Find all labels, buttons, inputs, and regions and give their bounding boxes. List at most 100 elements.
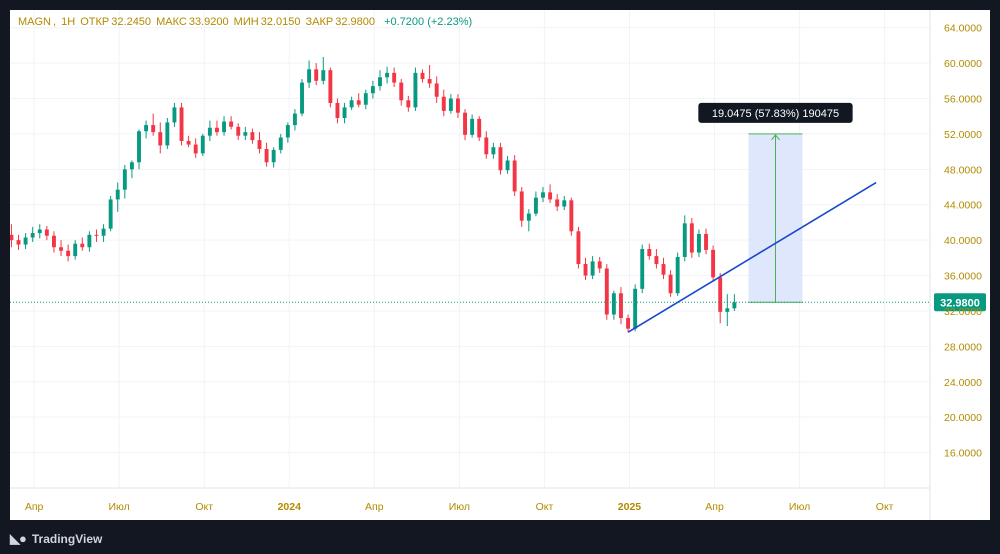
candle-body <box>207 127 212 136</box>
last-price-label: 32.9800 <box>940 297 980 309</box>
candle-body <box>222 121 227 133</box>
candle-body <box>193 144 198 154</box>
candle-body <box>122 169 127 190</box>
candle-body <box>158 132 163 146</box>
candle-body <box>675 256 680 294</box>
y-tick-label: 56.0000 <box>944 94 982 106</box>
legend-high: 33.9200 <box>188 16 229 28</box>
measure-tool[interactable]: 19.0475 (57.83%) 190475 <box>698 102 853 303</box>
candle <box>611 290 616 320</box>
y-tick-label: 24.0000 <box>944 377 982 389</box>
candle-body <box>250 132 255 141</box>
candle-body <box>434 83 439 97</box>
legend-interval: 1H <box>61 16 76 28</box>
candle-body <box>597 261 602 269</box>
candle <box>718 272 723 324</box>
candle <box>626 314 631 333</box>
price-axis[interactable]: 16.0000 20.0000 24.0000 28.0000 32.0000 36.00… <box>929 10 982 520</box>
candle <box>37 224 42 239</box>
chart-frame: 19.0475 (57.83%) 190475 32.9800 16.0000 2… <box>10 10 990 520</box>
candle <box>434 76 439 103</box>
legend-open-label: ОТКР <box>80 16 110 28</box>
y-tick-label: 36.0000 <box>944 271 982 283</box>
candle-body <box>576 231 581 265</box>
x-tick-label: Июл <box>789 501 810 513</box>
candle-body <box>165 122 170 146</box>
brand-name[interactable]: TradingView <box>31 532 103 546</box>
candle-body <box>335 102 340 118</box>
candle-body <box>512 160 517 192</box>
candle <box>640 244 645 294</box>
candle-body <box>108 199 113 229</box>
candle-body <box>321 70 326 81</box>
y-tick-label: 16.0000 <box>944 448 982 460</box>
candle-body <box>505 160 510 171</box>
candle <box>193 138 198 158</box>
candle-body <box>370 86 375 94</box>
grid-lines <box>10 10 930 488</box>
candle <box>285 122 290 143</box>
candle <box>73 240 78 260</box>
candle <box>619 287 623 325</box>
candle <box>689 218 694 258</box>
candle-body <box>73 243 78 257</box>
candle-body <box>314 69 319 81</box>
trendline[interactable] <box>627 181 877 333</box>
candle <box>108 195 113 232</box>
candle <box>477 116 482 142</box>
price-chart[interactable]: 19.0475 (57.83%) 190475 32.9800 16.0000 2… <box>10 10 990 520</box>
candle-body <box>115 189 120 200</box>
x-tick-label: 2024 <box>278 501 302 513</box>
candle-body <box>732 302 737 309</box>
candle-body <box>711 249 716 278</box>
candle <box>328 67 333 108</box>
measure-arrow-head <box>771 134 780 141</box>
candle-body <box>94 234 99 236</box>
candle-body <box>307 69 312 83</box>
x-tick-label: Окт <box>536 501 554 513</box>
candle <box>158 122 163 154</box>
candle <box>512 155 517 196</box>
candle <box>207 120 212 142</box>
candle <box>392 67 397 88</box>
candle-body <box>619 293 623 319</box>
candle-body <box>420 72 425 80</box>
candle <box>647 243 652 260</box>
time-axis[interactable]: Апр Июл Окт 2024 Апр Июл Окт 2025 Апр Июл Окт <box>10 487 930 513</box>
candle-body <box>477 118 482 138</box>
candle <box>222 116 227 136</box>
candle <box>321 56 326 85</box>
candle <box>44 225 49 241</box>
candle-body <box>548 192 553 200</box>
candle-body <box>533 197 538 214</box>
candle <box>675 252 680 296</box>
x-tick-label: Июл <box>449 501 470 513</box>
candle-body <box>668 274 673 294</box>
candle <box>448 94 453 114</box>
candle <box>604 264 609 320</box>
y-tick-label: 60.0000 <box>944 58 982 70</box>
candle-body <box>626 318 631 329</box>
candle-body <box>101 228 106 236</box>
candle-body <box>129 162 134 170</box>
candle <box>406 95 411 112</box>
candle-body <box>633 288 638 329</box>
candle <box>456 94 460 118</box>
candle-body <box>392 72 397 83</box>
candle-body <box>385 72 390 78</box>
candle <box>335 98 340 124</box>
y-tick-label: 48.0000 <box>944 164 982 176</box>
legend-open: 32.2450 <box>111 16 152 28</box>
candle-body <box>229 121 234 127</box>
candle <box>562 195 567 211</box>
candle <box>385 66 390 84</box>
candle-body <box>200 135 205 154</box>
x-tick-label: 2025 <box>618 501 642 513</box>
tradingview-logo-icon[interactable]: ◣● <box>10 531 27 546</box>
candle-body <box>569 200 574 232</box>
candle-body <box>448 98 453 111</box>
candle <box>732 294 737 311</box>
candle-body <box>342 107 347 118</box>
candle <box>243 126 248 141</box>
candle-body <box>257 140 262 149</box>
